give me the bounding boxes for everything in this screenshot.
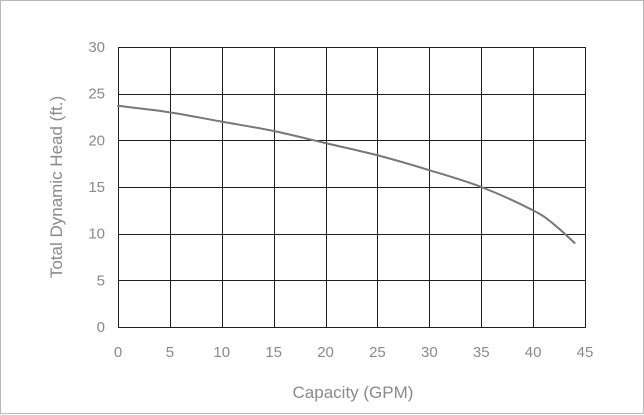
x-tick-labels: 0 5 10 15 20 25 30 35 40 45 bbox=[114, 344, 594, 361]
x-tick-label: 40 bbox=[525, 344, 542, 361]
y-tick-label: 25 bbox=[88, 86, 105, 103]
x-tick-label: 35 bbox=[473, 344, 490, 361]
y-tick-label: 30 bbox=[88, 39, 105, 56]
y-tick-label: 5 bbox=[97, 272, 105, 289]
x-tick-label: 15 bbox=[265, 344, 282, 361]
y-tick-label: 20 bbox=[88, 132, 105, 149]
x-tick-label: 0 bbox=[114, 344, 122, 361]
x-tick-label: 20 bbox=[317, 344, 334, 361]
x-tick-label: 30 bbox=[421, 344, 438, 361]
plot-area-border bbox=[118, 47, 586, 328]
capacity-head-curve bbox=[117, 104, 576, 244]
x-axis-label: Capacity (GPM) bbox=[293, 383, 414, 402]
y-tick-label: 10 bbox=[88, 226, 105, 243]
y-axis-label: Total Dynamic Head (ft.) bbox=[47, 96, 66, 278]
y-tick-labels: 0 5 10 15 20 25 30 bbox=[88, 39, 105, 336]
y-tick-label: 0 bbox=[97, 319, 105, 336]
x-tick-label: 25 bbox=[369, 344, 386, 361]
x-tick-label: 10 bbox=[213, 344, 230, 361]
x-tick-label: 45 bbox=[577, 344, 594, 361]
x-tick-label: 5 bbox=[166, 344, 174, 361]
grid bbox=[118, 47, 586, 328]
y-tick-label: 15 bbox=[88, 179, 105, 196]
